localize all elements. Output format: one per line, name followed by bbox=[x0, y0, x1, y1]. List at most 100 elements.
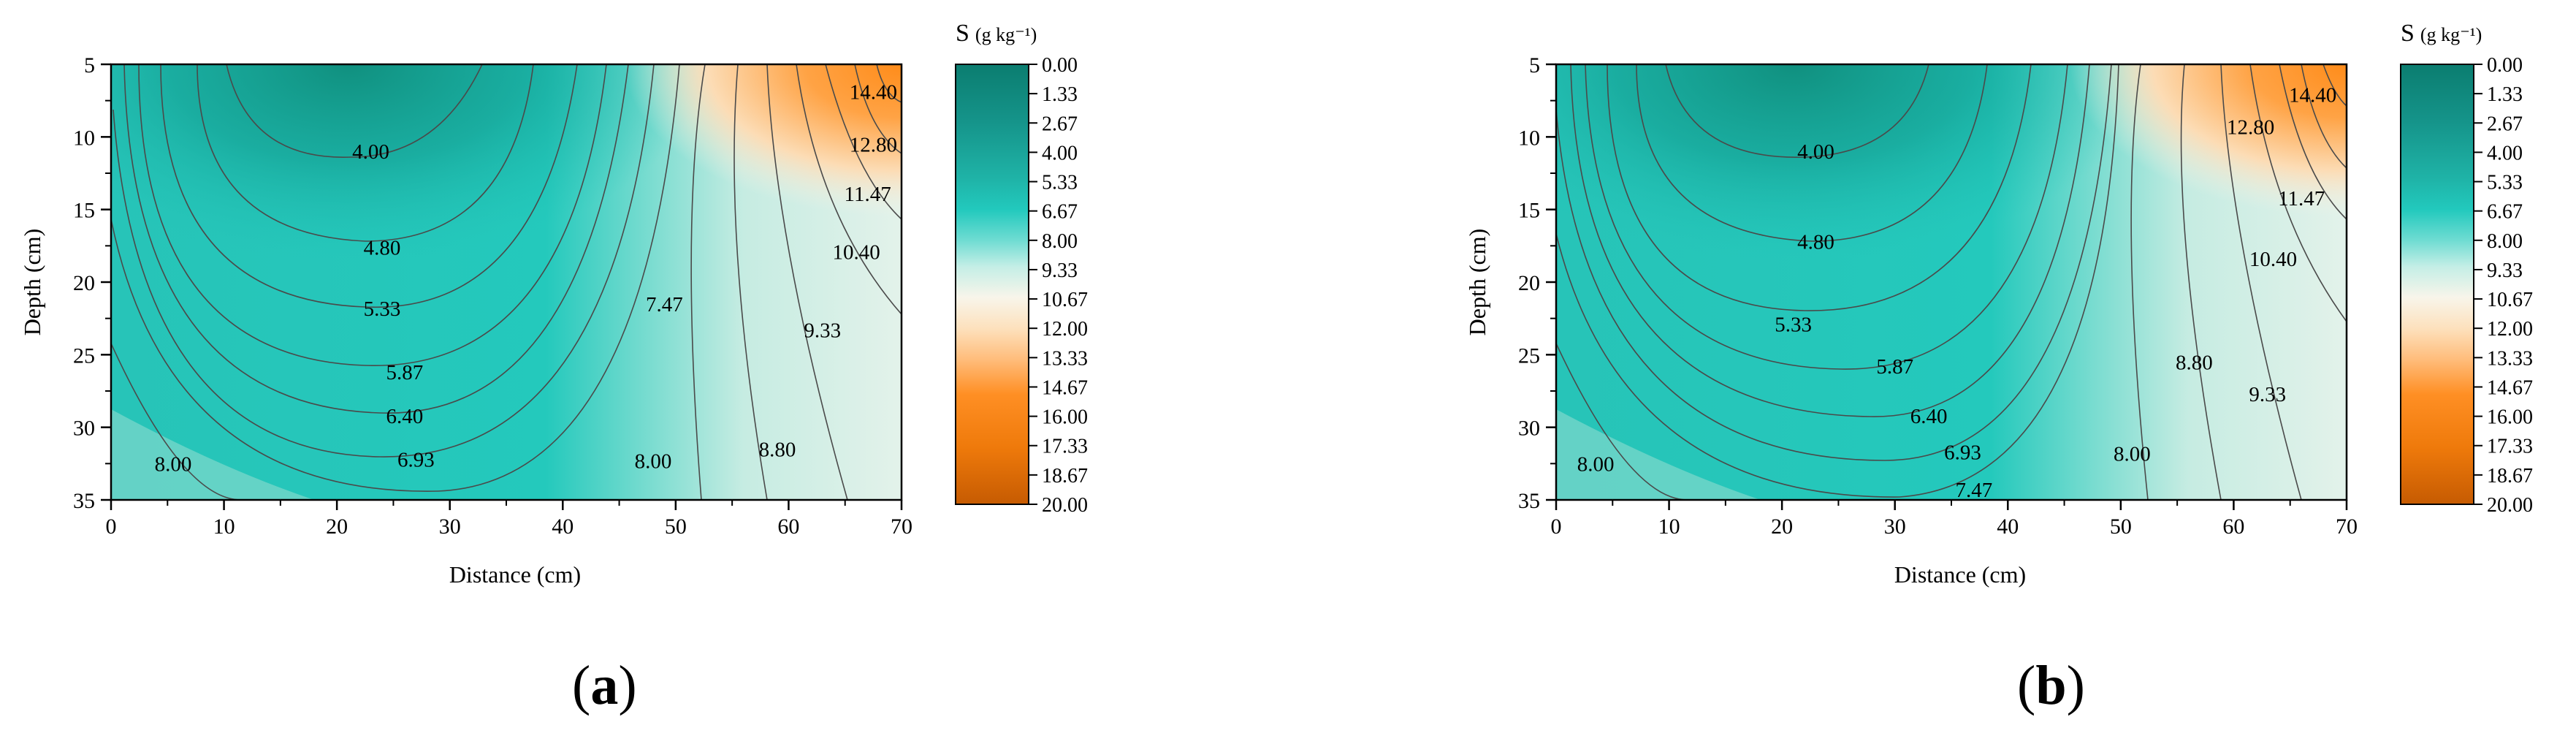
contour-label: 14.40 bbox=[850, 81, 897, 105]
heatmap-field-b: 4.00 4.80 5.33 5.87 6.40 6.93 7.47 8.00 8.00 8.80… bbox=[1556, 64, 2347, 502]
y-tick-label: 35 bbox=[73, 489, 95, 513]
colorbar-tick-label: 20.00 bbox=[2487, 494, 2533, 517]
colorbar-tick-label: 8.00 bbox=[2487, 230, 2523, 253]
contour-label: 10.40 bbox=[2249, 248, 2297, 271]
colorbar-tick-label: 0.00 bbox=[1042, 54, 1078, 77]
colorbar-unit-a: (g kg⁻¹) bbox=[975, 24, 1037, 45]
heatmap-field-a: 4.00 4.80 5.33 5.87 6.40 6.93 7.47 8.00 8.00 8.80… bbox=[111, 64, 902, 500]
colorbar-tick-label: 16.00 bbox=[1042, 406, 1088, 429]
colorbar-tick-label: 2.67 bbox=[2487, 113, 2523, 135]
colorbar-symbol-a: S bbox=[956, 20, 969, 47]
colorbar-symbol-b: S bbox=[2401, 20, 2415, 47]
colorbar-tick-label: 2.67 bbox=[1042, 113, 1078, 135]
x-axis-title-b: Distance (cm) bbox=[1894, 561, 2026, 588]
colorbar-tick-label: 5.33 bbox=[2487, 172, 2523, 194]
x-tick-label: 30 bbox=[439, 515, 461, 539]
colorbar-title-a: S (g kg⁻¹) bbox=[956, 20, 1037, 47]
panel-b: 4.00 4.80 5.33 5.87 6.40 6.93 7.47 8.00 8.00 8.80… bbox=[1464, 20, 2533, 588]
axes-b: 0 10 20 30 40 50 60 70 5 10 15 20 25 30 35 bbox=[1518, 53, 2358, 539]
contour-label: 5.33 bbox=[364, 297, 401, 321]
y-tick-label: 10 bbox=[73, 126, 95, 150]
colorbar-tick-label: 18.67 bbox=[2487, 465, 2533, 487]
contour-label: 6.93 bbox=[1944, 441, 1981, 464]
colorbar-a bbox=[955, 64, 1029, 505]
contour-label: 9.33 bbox=[2249, 383, 2286, 406]
y-axis-title-b: Depth (cm) bbox=[1464, 229, 1490, 336]
colorbar-tick-label: 1.33 bbox=[2487, 83, 2523, 106]
x-tick-label: 50 bbox=[2110, 515, 2132, 539]
axes-a: 0 10 20 30 40 50 60 70 5 10 15 20 25 30 35 bbox=[73, 53, 912, 539]
contour-label: 4.80 bbox=[1797, 230, 1834, 254]
contour-label: 8.80 bbox=[759, 438, 796, 461]
x-tick-label: 20 bbox=[1771, 515, 1793, 539]
x-tick-label: 70 bbox=[891, 515, 912, 539]
colorbar-tick-label: 13.33 bbox=[2487, 347, 2533, 370]
field-high-b bbox=[1556, 64, 2347, 500]
contour-label: 14.40 bbox=[2289, 84, 2336, 107]
x-tick-label: 20 bbox=[326, 515, 348, 539]
y-tick-label: 30 bbox=[73, 417, 95, 441]
x-tick-label: 70 bbox=[2336, 515, 2358, 539]
contour-label: 7.47 bbox=[646, 293, 683, 316]
colorbar-tick-label: 17.33 bbox=[1042, 436, 1088, 458]
colorbar-b bbox=[2400, 64, 2474, 505]
field-bottom-left-a bbox=[111, 409, 314, 500]
colorbar-ticks-b: 0.00 1.33 2.67 4.00 5.33 6.67 8.00 9.33 10.67 12.… bbox=[2474, 54, 2533, 517]
contour-label: 9.33 bbox=[804, 319, 841, 343]
panel-a: 4.00 4.80 5.33 5.87 6.40 6.93 7.47 8.00 8.00 8.80… bbox=[19, 20, 1088, 588]
panel-label-a: (a) bbox=[572, 655, 637, 716]
x-tick-label: 40 bbox=[552, 515, 573, 539]
x-tick-label: 50 bbox=[665, 515, 687, 539]
contour-lines-b bbox=[1556, 64, 2347, 500]
x-tick-label: 60 bbox=[777, 515, 799, 539]
colorbar-tick-label: 6.67 bbox=[1042, 201, 1078, 224]
panel-label-b: (b) bbox=[2017, 655, 2085, 716]
contour-label: 12.80 bbox=[2227, 115, 2274, 139]
colorbar-tick-label: 12.00 bbox=[2487, 318, 2533, 341]
contour-label: 6.40 bbox=[386, 405, 424, 428]
y-tick-label: 20 bbox=[73, 271, 95, 295]
colorbar-tick-label: 4.00 bbox=[1042, 142, 1078, 164]
x-tick-label: 40 bbox=[1997, 515, 2019, 539]
colorbar-tick-label: 14.67 bbox=[1042, 376, 1088, 399]
contour-label: 12.80 bbox=[850, 133, 897, 156]
contour-label: 7.47 bbox=[1956, 479, 1993, 502]
colorbar-tick-label: 17.33 bbox=[2487, 436, 2533, 458]
colorbar-tick-label: 8.00 bbox=[1042, 230, 1078, 253]
colorbar-tick-label: 4.00 bbox=[2487, 142, 2523, 164]
contour-label: 5.33 bbox=[1775, 314, 1812, 337]
y-tick-label: 5 bbox=[1529, 53, 1540, 77]
colorbar-tick-label: 13.33 bbox=[1042, 347, 1088, 370]
colorbar-tick-label: 18.67 bbox=[1042, 465, 1088, 487]
contour-label: 5.87 bbox=[1876, 355, 1913, 379]
contour-label: 8.00 bbox=[635, 449, 672, 473]
contour-labels-b: 4.00 4.80 5.33 5.87 6.40 6.93 7.47 8.00 8.00 8.80… bbox=[1577, 84, 2337, 502]
field-high-a bbox=[111, 64, 902, 500]
x-tick-label: 0 bbox=[106, 515, 117, 539]
contour-label: 4.80 bbox=[364, 236, 401, 259]
contour-label: 8.00 bbox=[1577, 452, 1615, 476]
y-tick-label: 25 bbox=[73, 343, 95, 368]
colorbar-tick-label: 10.67 bbox=[1042, 289, 1088, 311]
contour-label: 4.00 bbox=[352, 140, 389, 164]
y-tick-label: 20 bbox=[1518, 271, 1540, 295]
x-tick-label: 60 bbox=[2222, 515, 2244, 539]
y-tick-label: 15 bbox=[1518, 199, 1540, 223]
colorbar-tick-label: 6.67 bbox=[2487, 201, 2523, 224]
colorbar-title-b: S (g kg⁻¹) bbox=[2401, 20, 2482, 47]
colorbar-tick-label: 0.00 bbox=[2487, 54, 2523, 77]
y-tick-label: 35 bbox=[1518, 489, 1540, 513]
field-bottom-left-b bbox=[1556, 409, 1761, 500]
y-tick-label: 5 bbox=[84, 53, 95, 77]
y-tick-label: 25 bbox=[1518, 343, 1540, 368]
contour-label: 6.93 bbox=[397, 448, 435, 471]
contour-label: 5.87 bbox=[386, 361, 424, 384]
contour-label: 6.40 bbox=[1910, 405, 1948, 428]
contour-label: 8.80 bbox=[2176, 351, 2213, 374]
x-axis-title-a: Distance (cm) bbox=[449, 561, 581, 588]
colorbar-tick-label: 16.00 bbox=[2487, 406, 2533, 429]
x-tick-label: 0 bbox=[1551, 515, 1562, 539]
y-axis-title-a: Depth (cm) bbox=[19, 229, 45, 336]
colorbar-tick-label: 1.33 bbox=[1042, 83, 1078, 106]
